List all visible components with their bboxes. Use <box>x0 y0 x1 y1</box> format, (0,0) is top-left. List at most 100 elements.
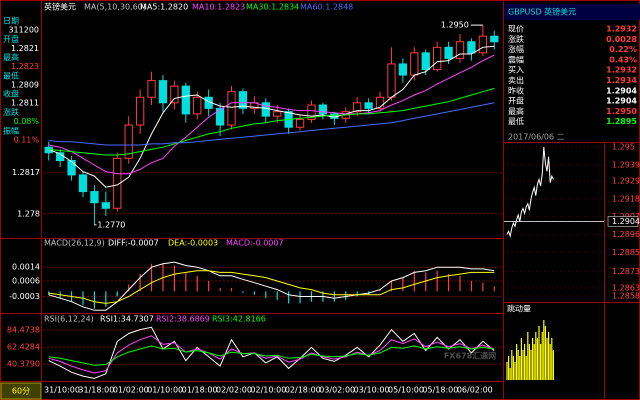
volume-bar <box>548 332 550 380</box>
quote-value: 1.2950 <box>606 107 637 116</box>
candle-body <box>78 174 88 193</box>
info-value: 0.08% <box>14 117 40 126</box>
quote-value: 1.2932 <box>606 25 637 34</box>
candle-body <box>467 41 476 54</box>
quote-value: 0.0028 <box>606 35 637 44</box>
candle-body <box>238 91 248 109</box>
price-annotation: 1.2950 <box>441 21 469 30</box>
intraday-line <box>506 146 554 239</box>
x-tick-label: 02/10:00 <box>250 386 286 395</box>
indicator-header: RSI2:38.6869 <box>156 315 210 324</box>
y-tick-label: 0.0006 <box>12 277 40 286</box>
indicator-line <box>48 335 495 374</box>
volume-bar <box>544 326 546 380</box>
volume-bar <box>522 350 524 380</box>
info-label: 开盘 <box>3 34 19 44</box>
indicator-header: RSI3:42.8166 <box>212 315 266 324</box>
quote-label: 最低 <box>508 116 524 126</box>
reference-box <box>607 216 639 227</box>
candle-body <box>295 118 305 128</box>
y-tick-label: 84.4738 <box>7 326 40 335</box>
info-label: 日期 <box>3 17 19 26</box>
indicator-header: DIFF:-0.0007 <box>108 239 159 248</box>
volume-bar <box>538 326 540 380</box>
candle-body <box>67 160 76 176</box>
volume-bar <box>551 338 553 380</box>
volume-bar <box>549 344 551 380</box>
volume-bar <box>532 338 534 380</box>
quote-label: 卖出 <box>508 75 524 85</box>
volume-bar <box>524 344 526 380</box>
indicator-line <box>48 345 495 366</box>
volume-bar <box>520 338 522 380</box>
indicator-header: MA5:1.2820 <box>140 3 188 12</box>
y-tick-label: 1.2896 <box>612 230 640 239</box>
quote-value: 1.2932 <box>606 66 637 75</box>
y-tick-label: 1.2918 <box>612 194 640 203</box>
x-tick-label: 31/18:00 <box>78 386 114 395</box>
quote-label: 涨幅 <box>508 44 524 54</box>
quote-label: 开盘 <box>508 96 524 106</box>
x-tick-label: 02/02:00 <box>216 386 252 395</box>
x-tick-label: 06/02:00 <box>457 386 493 395</box>
y-tick-label: 0.0014 <box>12 263 40 272</box>
volume-bar <box>511 350 513 380</box>
y-tick-label: -0.0003 <box>9 292 40 301</box>
volume-bar <box>525 356 527 380</box>
volume-bar <box>530 350 532 380</box>
quote-label: 震幅 <box>508 54 524 64</box>
info-label: 振幅 <box>3 125 19 135</box>
y-tick-label: 1.295 <box>612 143 635 152</box>
info-label: 最高 <box>3 52 19 62</box>
indicator-header: MACD(26,12,9) <box>44 239 105 248</box>
y-tick-label: 1.2929 <box>612 177 640 186</box>
candle-body <box>124 124 133 159</box>
indicator-header: 英镑美元 <box>44 2 76 12</box>
quote-label: 最高 <box>508 106 524 116</box>
indicator-header: MACD:-0.0007 <box>226 239 284 248</box>
candle-body <box>101 202 110 209</box>
indicator-header: RSI1:34.7307 <box>100 315 154 324</box>
indicator-header: RSI(6,12,24) <box>44 315 94 324</box>
info-label: 涨跌 <box>3 107 19 117</box>
y-tick-label: 1.278 <box>17 209 40 218</box>
indicator-line <box>48 54 495 175</box>
indicator-header: MA60:1.2848 <box>300 3 353 12</box>
volume-bar <box>516 344 518 380</box>
volume-bar <box>519 356 521 380</box>
volume-bar <box>533 344 535 380</box>
candle-body <box>455 41 465 59</box>
indicator-line <box>48 261 495 311</box>
reference-label: 1.2904 <box>612 217 640 226</box>
x-tick-label: 02/18:00 <box>285 386 321 395</box>
volume-bar <box>540 344 542 380</box>
volume-bar <box>546 338 548 380</box>
quote-date: 2017/06/06 二 <box>508 133 565 142</box>
y-tick-label: 1.2885 <box>612 248 640 257</box>
volume-bar <box>506 362 508 380</box>
candle-body <box>215 107 225 126</box>
y-tick-label: 1.2863 <box>612 283 640 292</box>
volume-bar <box>514 362 516 380</box>
info-value: 1.2823 <box>11 62 39 71</box>
period: 60分 <box>12 387 30 396</box>
info-label: 最低 <box>3 70 19 80</box>
candle-body <box>364 102 373 109</box>
candle-body <box>261 102 270 117</box>
volume-bar <box>517 350 519 380</box>
quote-title-bg <box>504 4 640 20</box>
candle-body <box>478 35 488 54</box>
period-box <box>0 382 42 400</box>
quote-value: 1.2934 <box>606 76 637 85</box>
candle-body <box>273 111 282 117</box>
quote-label: 涨跌 <box>508 34 524 44</box>
indicator-header: MA30:1.2834 <box>246 3 299 12</box>
quote-label: 昨收 <box>508 85 524 95</box>
candle-body <box>193 96 202 115</box>
quote-value: 1.2904 <box>606 86 637 95</box>
watermark: FX678汇通网 <box>444 351 496 361</box>
candle-body <box>398 63 408 76</box>
x-tick-label: 01/18:00 <box>182 386 218 395</box>
